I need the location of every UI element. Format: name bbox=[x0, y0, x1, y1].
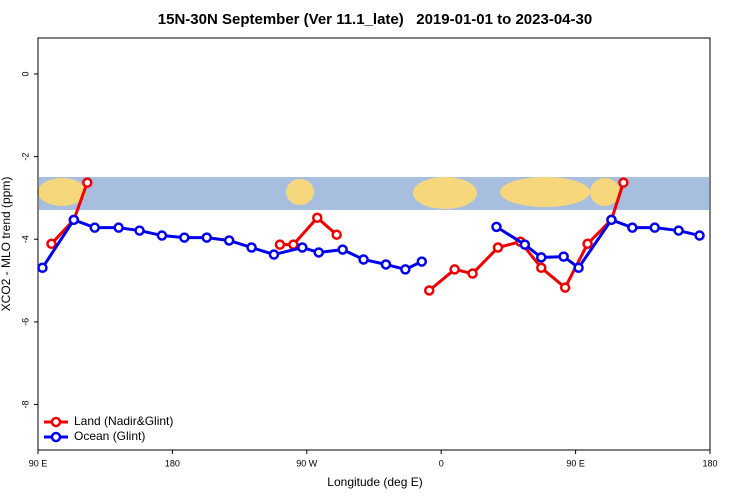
point bbox=[223, 235, 235, 246]
point bbox=[380, 259, 392, 270]
legend-label: Ocean (Glint) bbox=[74, 429, 145, 443]
point bbox=[312, 212, 323, 224]
point bbox=[46, 238, 57, 250]
point bbox=[618, 177, 629, 188]
point bbox=[649, 222, 660, 233]
point bbox=[37, 262, 48, 274]
point bbox=[400, 264, 411, 275]
point bbox=[288, 239, 299, 250]
y-axis-label: XCO2 - MLO trend (ppm) bbox=[0, 177, 13, 312]
y-tick-label: -6 bbox=[20, 318, 30, 326]
point bbox=[627, 222, 638, 233]
y-tick-label: 0 bbox=[20, 71, 30, 76]
point bbox=[536, 262, 547, 274]
y-tick-label: -4 bbox=[20, 235, 30, 243]
point bbox=[179, 232, 190, 243]
x-tick-label: 90 W bbox=[296, 458, 318, 468]
point bbox=[536, 252, 547, 263]
x-tick-label: 90 E bbox=[29, 458, 48, 468]
point bbox=[274, 239, 286, 250]
point bbox=[673, 225, 684, 236]
point bbox=[559, 282, 571, 293]
point bbox=[519, 239, 531, 250]
point bbox=[582, 238, 593, 250]
point bbox=[113, 222, 124, 233]
point bbox=[492, 242, 504, 253]
x-tick-label: 180 bbox=[165, 458, 180, 468]
y-tick-label: -8 bbox=[20, 401, 30, 409]
plot-frame bbox=[37, 37, 711, 451]
x-tick-label: 180 bbox=[702, 458, 717, 468]
point bbox=[337, 244, 348, 255]
point bbox=[89, 222, 100, 233]
map-band bbox=[38, 177, 709, 210]
x-axis-label: Longitude (deg E) bbox=[327, 475, 422, 489]
point bbox=[449, 264, 460, 275]
legend-marker bbox=[50, 416, 62, 428]
point bbox=[558, 251, 569, 262]
point bbox=[297, 242, 308, 253]
point bbox=[424, 285, 435, 296]
point bbox=[68, 214, 80, 226]
x-tick-label: 0 bbox=[439, 458, 444, 468]
point bbox=[694, 230, 705, 241]
point bbox=[573, 262, 584, 274]
point bbox=[156, 230, 168, 241]
point bbox=[313, 247, 324, 258]
point bbox=[491, 221, 502, 233]
point bbox=[201, 232, 212, 243]
x-tick-label: 90 E bbox=[566, 458, 585, 468]
point bbox=[467, 268, 478, 279]
point bbox=[416, 256, 428, 267]
y-tick-label: -2 bbox=[20, 153, 30, 161]
point bbox=[82, 177, 93, 188]
point bbox=[134, 225, 145, 236]
point bbox=[331, 229, 342, 240]
point bbox=[268, 249, 280, 260]
legend-label: Land (Nadir&Glint) bbox=[74, 414, 173, 428]
point bbox=[358, 254, 369, 265]
point bbox=[246, 242, 257, 253]
chart-title: 15N-30N September (Ver 11.1_late) 2019-0… bbox=[158, 11, 592, 28]
point bbox=[606, 214, 617, 226]
legend-marker bbox=[50, 431, 62, 443]
